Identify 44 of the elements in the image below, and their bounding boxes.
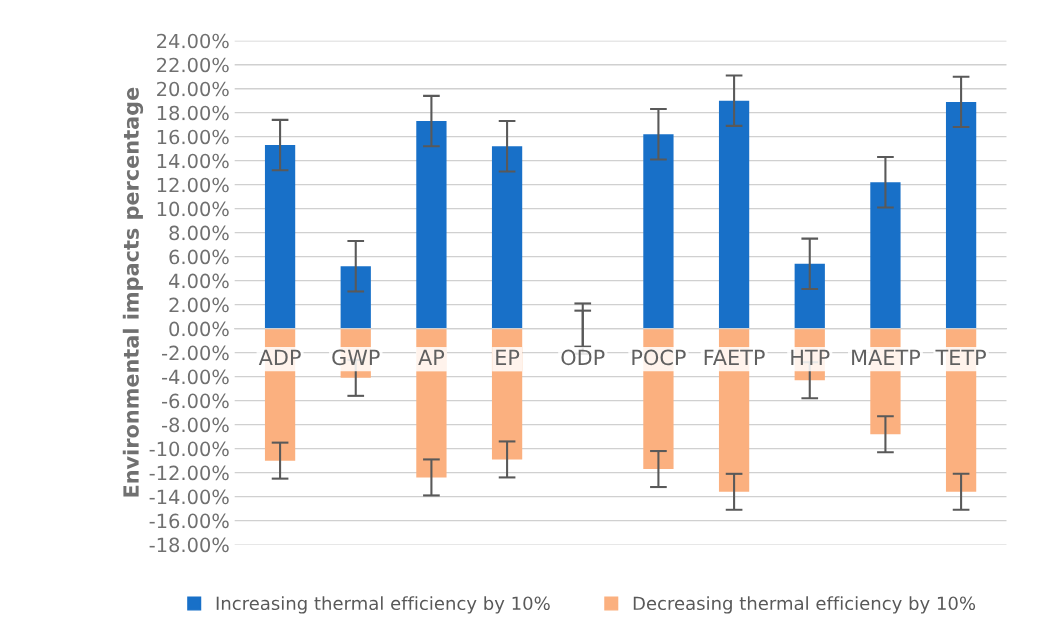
bar bbox=[491, 146, 523, 329]
x-tick-label: ODP bbox=[561, 349, 605, 366]
y-tick-label: -18.00% bbox=[149, 537, 229, 553]
y-tick-label: -6.00% bbox=[161, 393, 229, 409]
y-tick-label: 12.00% bbox=[157, 177, 229, 193]
y-tick-label: -4.00% bbox=[161, 369, 229, 385]
x-tick-label: EP bbox=[496, 349, 520, 365]
bar bbox=[340, 266, 371, 329]
x-tick-label: AP bbox=[418, 349, 445, 365]
x-tick-label: ADP bbox=[258, 349, 301, 365]
y-tick-label: -2.00% bbox=[161, 345, 229, 361]
y-tick-label: 0.00% bbox=[169, 321, 229, 337]
y-tick-label: 16.00% bbox=[157, 129, 229, 145]
y-tick-label: 8.00% bbox=[169, 225, 229, 241]
bar bbox=[794, 263, 825, 329]
bar bbox=[870, 182, 901, 329]
bar bbox=[416, 121, 447, 329]
y-tick-label: 10.00% bbox=[157, 201, 229, 217]
y-tick-label: 2.00% bbox=[169, 297, 229, 313]
y-tick-label: 6.00% bbox=[169, 249, 229, 265]
bar bbox=[643, 134, 674, 329]
y-tick-label: -14.00% bbox=[149, 489, 229, 505]
y-tick-label: -10.00% bbox=[149, 441, 229, 457]
y-tick-label: -16.00% bbox=[149, 513, 229, 529]
x-tick-label: FAETP bbox=[704, 349, 765, 365]
y-tick-label: -8.00% bbox=[161, 417, 229, 433]
y-axis-title: Environmental impacts percentage bbox=[122, 87, 144, 497]
y-tick-label: 4.00% bbox=[169, 273, 229, 289]
y-tick-label: 18.00% bbox=[157, 105, 229, 121]
y-tick-label: 24.00% bbox=[157, 33, 229, 49]
y-tick-label: 14.00% bbox=[157, 153, 229, 169]
x-tick-label: HTP bbox=[791, 349, 830, 365]
x-tick-label: TETP bbox=[935, 349, 986, 365]
bar bbox=[264, 145, 296, 329]
y-tick-label: 20.00% bbox=[157, 81, 229, 97]
y-tick-label: -12.00% bbox=[149, 465, 229, 481]
x-tick-label: POCP bbox=[632, 349, 686, 366]
y-tick-label: 22.00% bbox=[157, 57, 229, 73]
bar bbox=[718, 100, 750, 329]
x-tick-label: GWP bbox=[332, 349, 380, 366]
bar bbox=[945, 101, 977, 329]
legend-label: Increasing thermal efficiency by 10% bbox=[216, 596, 550, 614]
legend-label: Decreasing thermal efficiency by 10% bbox=[633, 596, 976, 614]
x-tick-label: MAETP bbox=[852, 349, 921, 365]
